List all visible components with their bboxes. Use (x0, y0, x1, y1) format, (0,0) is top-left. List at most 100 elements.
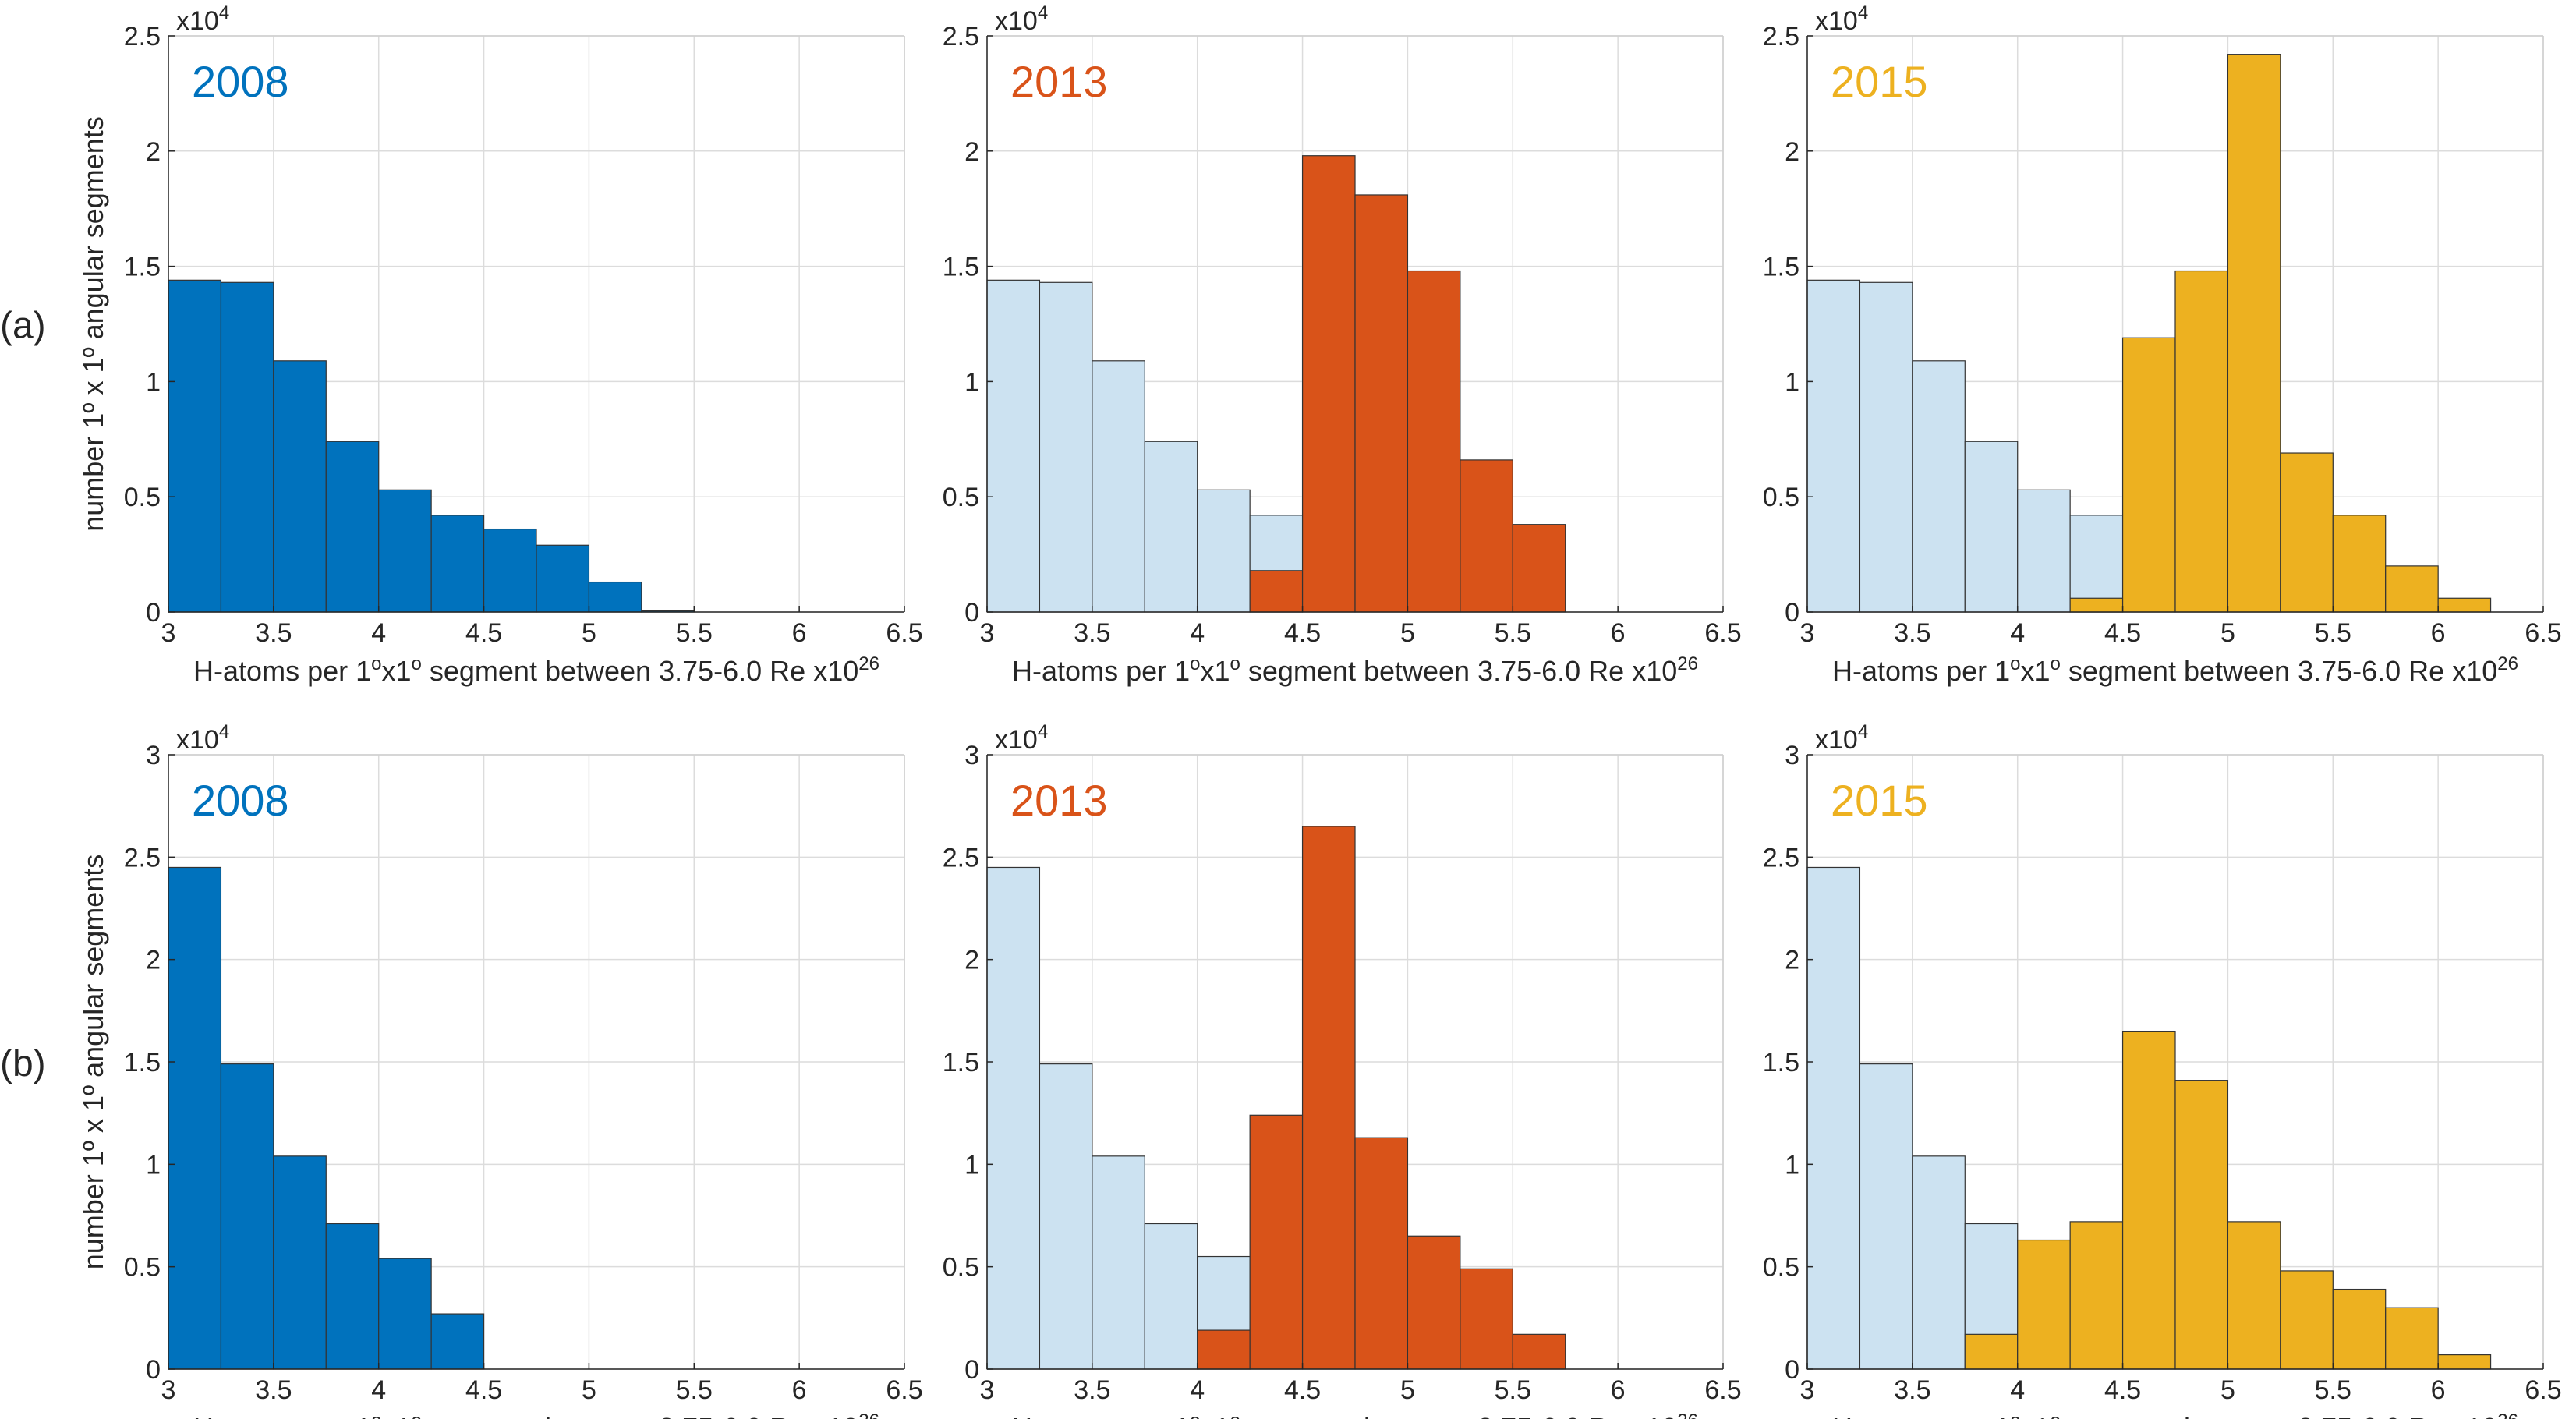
x-tick-label: 6 (2431, 1375, 2446, 1405)
y-tick-label: 0.5 (124, 1253, 161, 1283)
row-label-a: (a) (0, 306, 46, 347)
x-tick-label: 4 (371, 618, 386, 648)
histogram-bar (2332, 515, 2387, 613)
baseline-bar (986, 866, 1041, 1370)
histogram-bar (1460, 459, 1513, 613)
histogram-bar (483, 528, 537, 613)
x-tick-label: 5 (2220, 1375, 2235, 1405)
histogram-bar (430, 1313, 485, 1370)
panel-year-title: 2008 (192, 57, 289, 106)
histogram-bar (1407, 1235, 1461, 1370)
x-label-part: x1 (381, 655, 411, 687)
y-tick-label: 1 (146, 1150, 161, 1180)
x-tick-label: 3 (161, 1375, 176, 1405)
x-tick-label: 6.5 (2525, 618, 2561, 648)
histogram-bar (1407, 270, 1461, 613)
y-tick-label: 1 (1785, 367, 1799, 397)
baseline-bar (1039, 1063, 1093, 1370)
x-axis-label: H-atoms per 1ox1o segment between 3.75-6… (1012, 1410, 1698, 1419)
histogram-bar (168, 866, 222, 1370)
x-tick-label: 6 (792, 618, 807, 648)
y-tick-label: 0.5 (1763, 483, 1799, 512)
x-label-part: segment between 3.75-6.0 Re x10 (2061, 1412, 2497, 1419)
histogram-bar (1249, 570, 1304, 613)
x-tick-label: 4.5 (465, 618, 502, 648)
x-label-part: x1 (1200, 655, 1230, 687)
histogram-bar (1249, 1114, 1304, 1370)
histogram-bar (1354, 1137, 1409, 1370)
y-tick-label: 1 (964, 367, 979, 397)
x-tick-label: 3 (980, 618, 995, 648)
histogram-bar (536, 544, 590, 613)
y-tick-label: 2 (964, 946, 979, 975)
y-tick-label: 0 (964, 598, 979, 628)
histogram-bar (273, 360, 327, 613)
histogram-bar (2017, 1239, 2071, 1370)
x-label-part: o (1190, 1410, 1200, 1419)
baseline-bar (1092, 360, 1145, 613)
y-tick-label: 2.5 (1763, 843, 1799, 872)
x-tick-label: 4.5 (465, 1375, 502, 1405)
panel-b-2013: 3 3.5 4 4.5 5 5.5 6 6.5 0 0.5 1 1.5 2 2.5 3 x104 2013 H-a… (943, 721, 1742, 1419)
y-multiplier-exponent: 4 (1038, 2, 1048, 23)
x-tick-label: 5.5 (676, 618, 713, 648)
x-label-part: 26 (2497, 653, 2518, 674)
panel-year-title: 2013 (1010, 57, 1108, 106)
panel-year-title: 2015 (1831, 776, 1928, 825)
histogram-bar (2385, 1307, 2439, 1370)
x-label-part: 26 (858, 1410, 879, 1419)
x-label-part: H-atoms per 1 (1012, 1412, 1190, 1419)
histogram-bar (2121, 1030, 2176, 1370)
y-tick-label: 2.5 (943, 843, 979, 872)
x-tick-label: 6 (2431, 618, 2446, 648)
histogram-bar (378, 489, 432, 613)
histogram-bar (1512, 1333, 1566, 1370)
y-multiplier: x104 (1815, 721, 1868, 755)
histogram-bar (430, 515, 485, 613)
y-multiplier: x104 (176, 721, 229, 755)
histogram-bar (1301, 155, 1356, 613)
x-tick-label: 3.5 (255, 1375, 292, 1405)
x-label-part: 26 (1677, 653, 1698, 674)
x-label-part: segment between 3.75-6.0 Re x10 (2061, 655, 2497, 687)
y-multiplier: x104 (1815, 2, 1868, 36)
histogram-bar (1301, 826, 1356, 1370)
x-label-part: H-atoms per 1 (1012, 655, 1190, 687)
y-tick-label: 2 (146, 137, 161, 167)
x-label-part: segment between 3.75-6.0 Re x10 (1240, 655, 1677, 687)
x-tick-label: 4.5 (2104, 618, 2141, 648)
x-label-part: H-atoms per 1 (1832, 1412, 2010, 1419)
histogram-bar (1964, 1333, 2019, 1370)
x-tick-label: 6 (792, 1375, 807, 1405)
x-axis-label: H-atoms per 1ox1o segment between 3.75-6… (1832, 1410, 2518, 1419)
x-tick-label: 6.5 (886, 618, 922, 648)
x-axis-label: H-atoms per 1ox1o segment between 3.75-6… (193, 653, 879, 687)
x-label-part: o (1230, 1410, 1240, 1419)
x-tick-label: 4.5 (1284, 618, 1321, 648)
x-tick-label: 3 (161, 618, 176, 648)
histogram-bar (220, 281, 274, 613)
baseline-bar (1912, 1155, 1966, 1370)
histogram-bar (2227, 54, 2281, 613)
x-tick-label: 5.5 (2315, 1375, 2351, 1405)
histogram-bar (1354, 194, 1409, 613)
baseline-bar (1806, 279, 1861, 613)
x-tick-label: 5 (2220, 618, 2235, 648)
x-tick-label: 4.5 (2104, 1375, 2141, 1405)
histogram-bar (2069, 597, 2124, 613)
x-label-part: 26 (1677, 1410, 1698, 1419)
baseline-bar (1859, 281, 1913, 613)
x-tick-label: 3 (1800, 1375, 1815, 1405)
histogram-bar (588, 581, 642, 613)
x-tick-label: 3.5 (1894, 618, 1930, 648)
x-tick-label: 5 (1400, 1375, 1415, 1405)
row-label-b: (b) (0, 1043, 46, 1085)
y-tick-label: 1 (1785, 1150, 1799, 1180)
y-multiplier-exponent: 4 (1858, 721, 1868, 742)
y-multiplier: x104 (995, 2, 1048, 36)
x-tick-label: 5 (1400, 618, 1415, 648)
x-tick-label: 3.5 (1074, 1375, 1110, 1405)
panel-b-2015: 3 3.5 4 4.5 5 5.5 6 6.5 0 0.5 1 1.5 2 2.5 3 x104 2015 H-a… (1763, 721, 2562, 1419)
histogram-bar (2174, 270, 2229, 613)
x-tick-label: 6.5 (2525, 1375, 2561, 1405)
